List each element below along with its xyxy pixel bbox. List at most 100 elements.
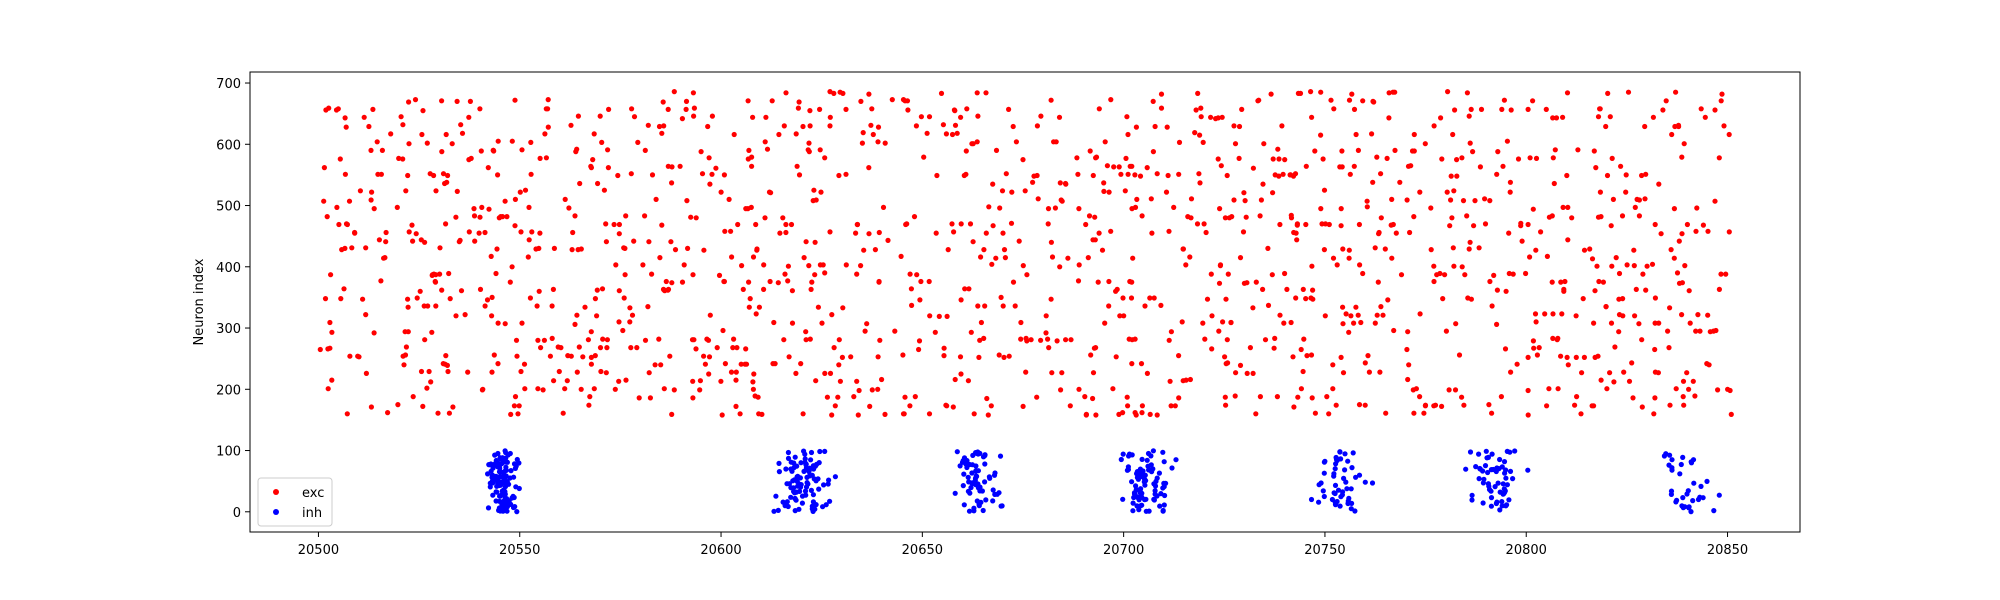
exc-spike — [628, 345, 634, 351]
legend: exc inh — [257, 477, 333, 527]
inh-spike — [1700, 495, 1706, 501]
exc-spike — [612, 386, 618, 392]
inh-spike — [1120, 496, 1126, 502]
exc-spike — [1020, 263, 1026, 269]
exc-spike — [749, 163, 755, 169]
exc-spike — [1377, 369, 1383, 375]
exc-spike — [1138, 361, 1145, 367]
exc-spike — [783, 229, 789, 236]
exc-spike — [466, 114, 472, 120]
inh-spike — [1476, 451, 1482, 457]
exc-spike — [1550, 155, 1556, 161]
exc-spike — [751, 371, 757, 377]
exc-spike — [595, 180, 601, 187]
exc-spike — [1132, 410, 1138, 416]
exc-spike — [329, 377, 335, 383]
exc-spike — [822, 155, 828, 161]
inh-spike — [808, 449, 815, 456]
exc-spike — [1253, 411, 1259, 417]
exc-spike — [406, 141, 412, 147]
exc-spike — [1431, 263, 1437, 269]
inh-spike — [1501, 486, 1507, 492]
inh-spike — [1352, 508, 1358, 514]
exc-spike — [889, 97, 895, 103]
exc-spike — [876, 229, 882, 236]
exc-spike — [1216, 328, 1222, 334]
exc-spike — [1360, 270, 1366, 277]
exc-spike — [993, 147, 1000, 153]
exc-spike — [1277, 221, 1283, 228]
exc-spike — [1282, 157, 1288, 163]
exc-spike — [376, 237, 382, 243]
exc-spike — [1318, 206, 1324, 212]
exc-spike — [796, 99, 802, 105]
exc-spike — [1406, 362, 1412, 368]
exc-spike — [1358, 319, 1364, 326]
exc-spike — [1500, 163, 1506, 169]
exc-spike — [805, 147, 811, 153]
exc-spike — [690, 395, 696, 401]
exc-spike — [965, 378, 972, 384]
exc-spike — [1494, 321, 1500, 327]
exc-spike — [866, 91, 872, 97]
exc-spike — [528, 171, 534, 177]
exc-spike — [1209, 313, 1215, 319]
inh-spike — [490, 465, 496, 471]
exc-spike — [1726, 229, 1732, 235]
exc-spike — [403, 344, 409, 350]
exc-spike — [709, 113, 716, 119]
inh-spike — [983, 497, 989, 503]
exc-spike — [490, 147, 496, 153]
exc-spike — [1372, 320, 1378, 326]
inh-spike — [513, 484, 519, 490]
exc-spike — [718, 378, 724, 384]
exc-spike — [1148, 196, 1154, 202]
exc-spike — [1010, 279, 1017, 285]
exc-spike — [780, 215, 786, 221]
exc-spike — [742, 361, 748, 367]
exc-spike — [981, 335, 987, 341]
exc-spike — [734, 345, 740, 351]
exc-spike — [907, 271, 913, 277]
exc-spike — [472, 238, 478, 244]
exc-spike — [1091, 345, 1097, 351]
exc-spike — [572, 213, 578, 219]
exc-spike — [1215, 156, 1221, 162]
exc-spike — [705, 123, 711, 130]
exc-spike — [383, 239, 389, 245]
exc-spike — [1439, 403, 1445, 409]
inh-spike — [1690, 498, 1696, 504]
exc-spike — [613, 262, 619, 268]
inh-spike — [1161, 480, 1167, 486]
exc-spike — [1154, 412, 1160, 418]
exc-spike — [1536, 345, 1542, 351]
exc-spike — [525, 254, 531, 260]
exc-spike — [1611, 379, 1617, 385]
exc-spike — [1468, 106, 1474, 112]
exc-spike — [1532, 311, 1539, 317]
exc-spike — [1514, 361, 1520, 367]
exc-spike — [622, 272, 628, 278]
inh-spike — [1343, 479, 1349, 485]
exc-spike — [489, 369, 495, 375]
exc-spike — [527, 295, 534, 301]
exc-spike — [1187, 254, 1193, 260]
inh-spike — [971, 505, 977, 511]
inh-spike — [1463, 466, 1469, 472]
exc-spike — [1356, 402, 1363, 408]
inh-spike — [952, 490, 958, 496]
exc-spike — [462, 312, 468, 318]
inh-spike — [1143, 496, 1149, 502]
exc-spike — [836, 362, 842, 368]
exc-spike — [400, 122, 406, 128]
exc-spike — [1366, 369, 1372, 375]
exc-spike — [540, 387, 546, 393]
exc-spike — [1391, 327, 1397, 334]
exc-spike — [974, 139, 980, 145]
exc-spike — [1597, 106, 1603, 112]
exc-spike — [1682, 263, 1688, 269]
exc-spike — [1308, 352, 1315, 358]
exc-spike — [1686, 288, 1692, 294]
exc-spike — [945, 247, 951, 253]
exc-spike — [1650, 114, 1656, 120]
